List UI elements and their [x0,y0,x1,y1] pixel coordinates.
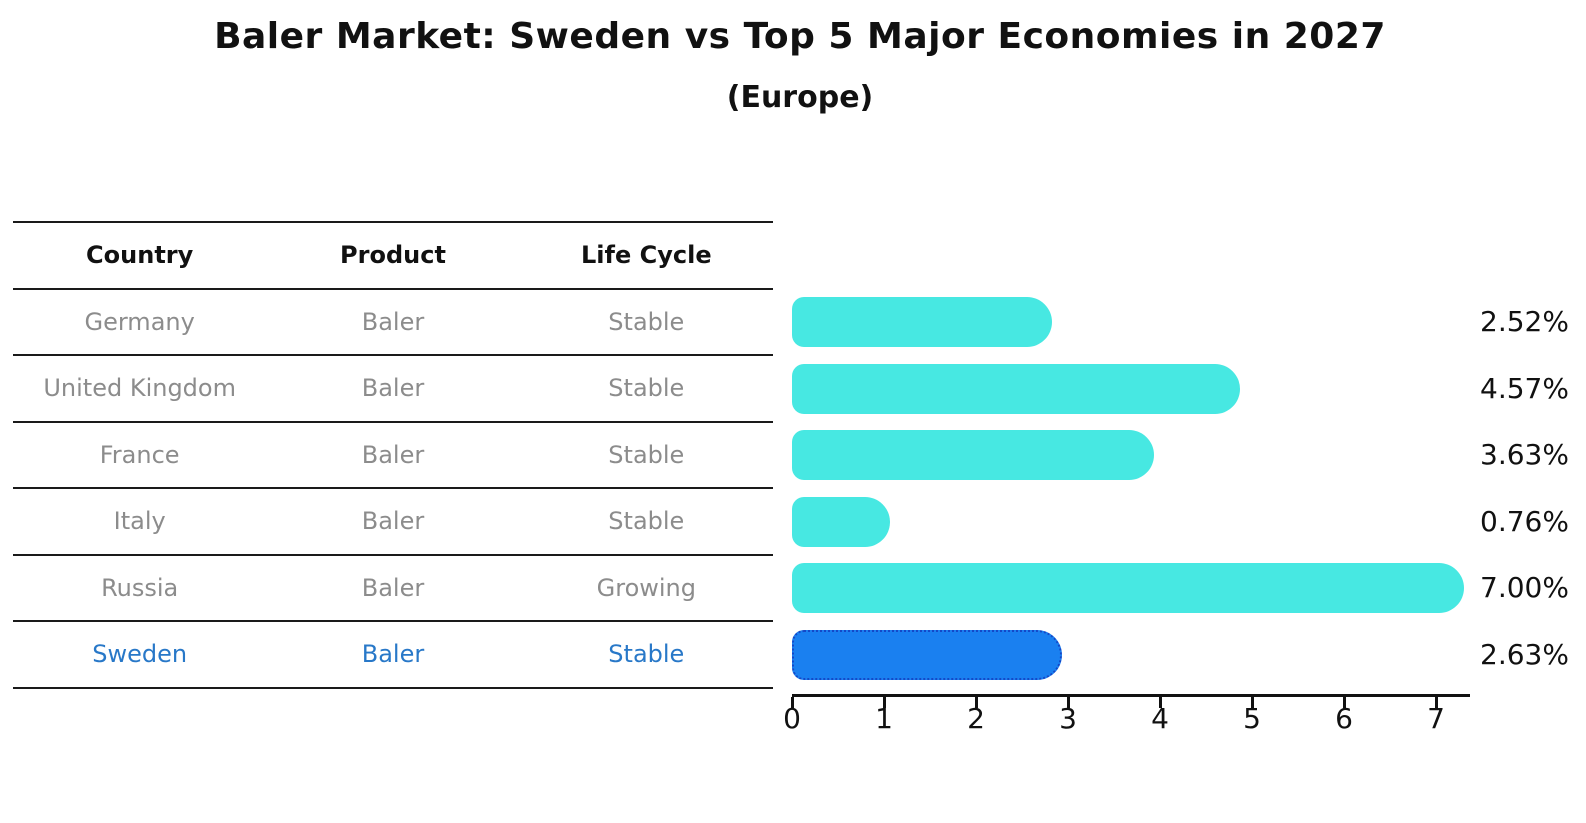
bar-value-label: 4.57% [1480,371,1569,405]
bar-value-label: 0.76% [1480,504,1569,538]
x-axis-tick [1158,697,1162,708]
bar-russia [792,563,1464,614]
table-cell-life-cycle: Growing [596,573,696,602]
table-cell-life-cycle: Stable [608,307,685,336]
table-cell-life-cycle: Stable [608,507,685,536]
bar-sweden [792,629,1062,680]
bar-value-label: 2.63% [1480,637,1569,671]
table-cell-product: Baler [361,440,425,469]
table-row: France Baler Stable [13,423,773,489]
x-axis-tick-label: 0 [783,702,801,735]
x-axis-tick-label: 4 [1151,702,1169,735]
x-axis-tick-label: 2 [967,702,985,735]
table-cell-country: United Kingdom [43,374,236,403]
table-row: Sweden Baler Stable [13,622,773,689]
table-cell-country: Germany [84,307,195,336]
table-cell-life-cycle: Stable [608,440,685,469]
x-axis-tick-label: 3 [1059,702,1077,735]
x-axis-tick-label: 5 [1243,702,1261,735]
table-cell-product: Baler [361,640,425,669]
table-cell-product: Baler [361,573,425,602]
table-header-life-cycle: Life Cycle [581,241,712,270]
bar-value-label: 7.00% [1480,571,1569,605]
table-body: Germany Baler Stable United Kingdom Baler Sta… [13,290,773,689]
table-cell-product: Baler [361,507,425,536]
bar-germany [792,297,1052,348]
table-cell-life-cycle: Stable [608,640,685,669]
x-axis-tick [1434,697,1438,708]
table-row: Italy Baler Stable [13,489,773,556]
chart-title: Baler Market: Sweden vs Top 5 Major Econ… [214,16,1386,57]
table-cell-product: Baler [361,307,425,336]
table-cell-product: Baler [361,374,425,403]
bar-value-label: 2.52% [1480,305,1569,339]
table-row: Germany Baler Stable [13,290,773,356]
x-axis-line [792,694,1470,697]
x-axis-tick-label: 6 [1335,702,1353,735]
table-header-country: Country [86,241,194,270]
x-axis-tick [1066,697,1070,708]
x-axis-tick [882,697,886,708]
x-axis-tick [1342,697,1346,708]
bar-united-kingdom [792,363,1241,414]
bar-value-label: 3.63% [1480,438,1569,472]
table-cell-country: France [99,440,180,469]
x-axis-tick [790,697,794,708]
country-table: Country Product Life Cycle Germany Baler S… [13,221,773,689]
table-cell-country: Sweden [92,640,188,669]
table-cell-life-cycle: Stable [608,374,685,403]
bar-italy [792,496,890,547]
x-axis-tick-label: 1 [875,702,893,735]
x-axis-tick-label: 7 [1427,702,1445,735]
bar-france [792,430,1154,481]
table-cell-country: Russia [101,573,179,602]
table-row: United Kingdom Baler Stable [13,356,773,423]
table-row: Russia Baler Growing [13,556,773,622]
x-axis-tick [1250,697,1254,708]
table-cell-country: Italy [113,507,166,536]
chart-subtitle: (Europe) [726,80,874,115]
x-axis-tick [974,697,978,708]
table-header-row: Country Product Life Cycle [13,223,773,290]
table-header-product: Product [340,241,446,270]
